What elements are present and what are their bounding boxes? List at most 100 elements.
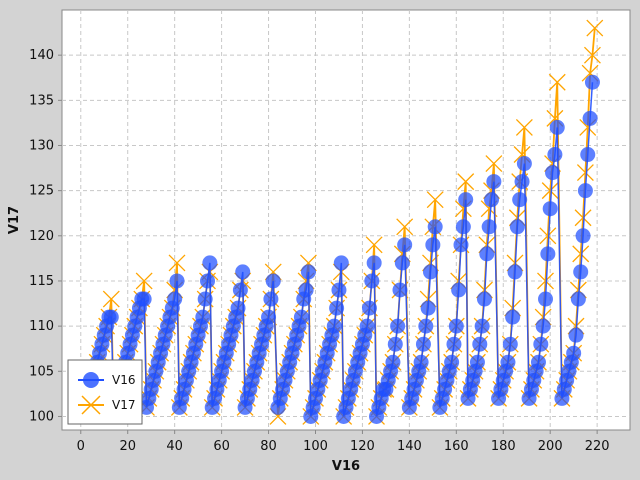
- data-point-v16: [458, 192, 474, 208]
- legend-item-v17: V17: [78, 395, 135, 415]
- y-tick-label: 110: [29, 319, 54, 334]
- legend-marker-v16: [83, 372, 99, 388]
- data-point-v16: [484, 192, 500, 208]
- legend-box: [67, 359, 143, 425]
- data-point-v16: [235, 264, 251, 280]
- data-point-v16: [573, 264, 589, 280]
- data-point-v16: [364, 273, 380, 289]
- data-point-v16: [547, 147, 563, 163]
- data-point-v16: [385, 354, 401, 370]
- data-point-v16: [514, 174, 530, 190]
- legend-label-v17: V17: [112, 398, 135, 412]
- data-point-v16: [474, 318, 490, 334]
- data-point-v16: [298, 282, 314, 298]
- data-point-v16: [427, 219, 443, 235]
- data-point-v16: [397, 237, 413, 253]
- x-tick-label: 80: [260, 439, 277, 454]
- data-point-v17: [426, 191, 444, 209]
- data-point-v17: [168, 254, 186, 272]
- data-point-v17: [365, 236, 383, 254]
- data-point-v17: [539, 227, 557, 245]
- data-point-v17: [396, 218, 414, 236]
- data-point-v16: [549, 119, 565, 135]
- data-point-v16: [512, 192, 528, 208]
- data-point-v16: [333, 255, 349, 271]
- data-point-v16: [570, 291, 586, 307]
- data-point-v16: [535, 318, 551, 334]
- y-tick-label: 135: [29, 93, 54, 108]
- data-point-v16: [545, 165, 561, 181]
- data-point-v16: [169, 273, 185, 289]
- y-tick-label: 100: [29, 409, 54, 424]
- data-point-v16: [566, 345, 582, 361]
- data-point-v16: [361, 300, 377, 316]
- data-point-v16: [502, 336, 518, 352]
- data-point-v16: [413, 354, 429, 370]
- data-point-v16: [232, 282, 248, 298]
- data-point-v16: [540, 246, 556, 262]
- data-point-v16: [469, 354, 485, 370]
- data-point-v16: [359, 318, 375, 334]
- data-point-v16: [500, 354, 516, 370]
- legend-label-v16: V16: [112, 373, 135, 387]
- data-point-v16: [293, 309, 309, 325]
- data-point-v16: [507, 264, 523, 280]
- data-point-v16: [387, 336, 403, 352]
- data-point-v17: [515, 118, 533, 136]
- data-point-v16: [261, 309, 277, 325]
- data-point-v16: [390, 318, 406, 334]
- data-point-v16: [300, 264, 316, 280]
- data-point-v16: [422, 264, 438, 280]
- data-point-v17: [574, 209, 592, 227]
- data-point-v16: [476, 291, 492, 307]
- data-point-v16: [366, 255, 382, 271]
- legend: V16 V17: [67, 359, 143, 425]
- data-point-v16: [200, 273, 216, 289]
- x-tick-label: 180: [491, 439, 516, 454]
- data-point-v16: [582, 110, 598, 126]
- x-tick-label: 140: [397, 439, 422, 454]
- y-tick-label: 125: [29, 184, 54, 199]
- data-point-v16: [265, 273, 281, 289]
- data-point-v16: [516, 156, 532, 172]
- x-tick-label: 0: [77, 439, 85, 454]
- legend-marker-v17: [81, 395, 101, 415]
- x-tick-label: 60: [213, 439, 230, 454]
- y-tick-label: 140: [29, 48, 54, 63]
- legend-item-v16: V16: [78, 372, 135, 388]
- data-point-v17: [485, 155, 503, 173]
- data-point-v16: [580, 147, 596, 163]
- data-point-v17: [541, 182, 559, 200]
- data-point-v17: [548, 73, 566, 91]
- data-point-v16: [448, 318, 464, 334]
- plot-area: [61, 9, 631, 431]
- data-point-v16: [195, 309, 211, 325]
- data-point-v16: [444, 354, 460, 370]
- data-point-v16: [509, 219, 525, 235]
- data-point-v16: [420, 300, 436, 316]
- x-axis-title: V16: [332, 459, 360, 474]
- y-tick-label: 105: [29, 364, 54, 379]
- x-tick-label: 20: [119, 439, 136, 454]
- data-point-v17: [135, 272, 153, 290]
- data-point-v16: [584, 74, 600, 90]
- data-point-v16: [538, 291, 554, 307]
- y-tick-label: 120: [29, 229, 54, 244]
- data-point-v16: [230, 300, 246, 316]
- data-point-v16: [136, 291, 152, 307]
- data-point-v17: [537, 272, 554, 290]
- data-point-v17: [102, 290, 120, 308]
- x-tick-label: 40: [166, 439, 183, 454]
- series-v16: [77, 74, 600, 424]
- y-tick-label: 130: [29, 138, 54, 153]
- data-point-v17: [457, 173, 475, 191]
- data-point-v16: [453, 237, 469, 253]
- data-point-v17: [583, 46, 601, 64]
- data-point-v16: [486, 174, 502, 190]
- data-point-v16: [202, 255, 218, 271]
- data-point-v16: [326, 318, 342, 334]
- data-point-v16: [575, 228, 591, 244]
- data-point-v16: [103, 309, 119, 325]
- data-point-v16: [167, 291, 183, 307]
- y-axis-title: V17: [7, 206, 22, 234]
